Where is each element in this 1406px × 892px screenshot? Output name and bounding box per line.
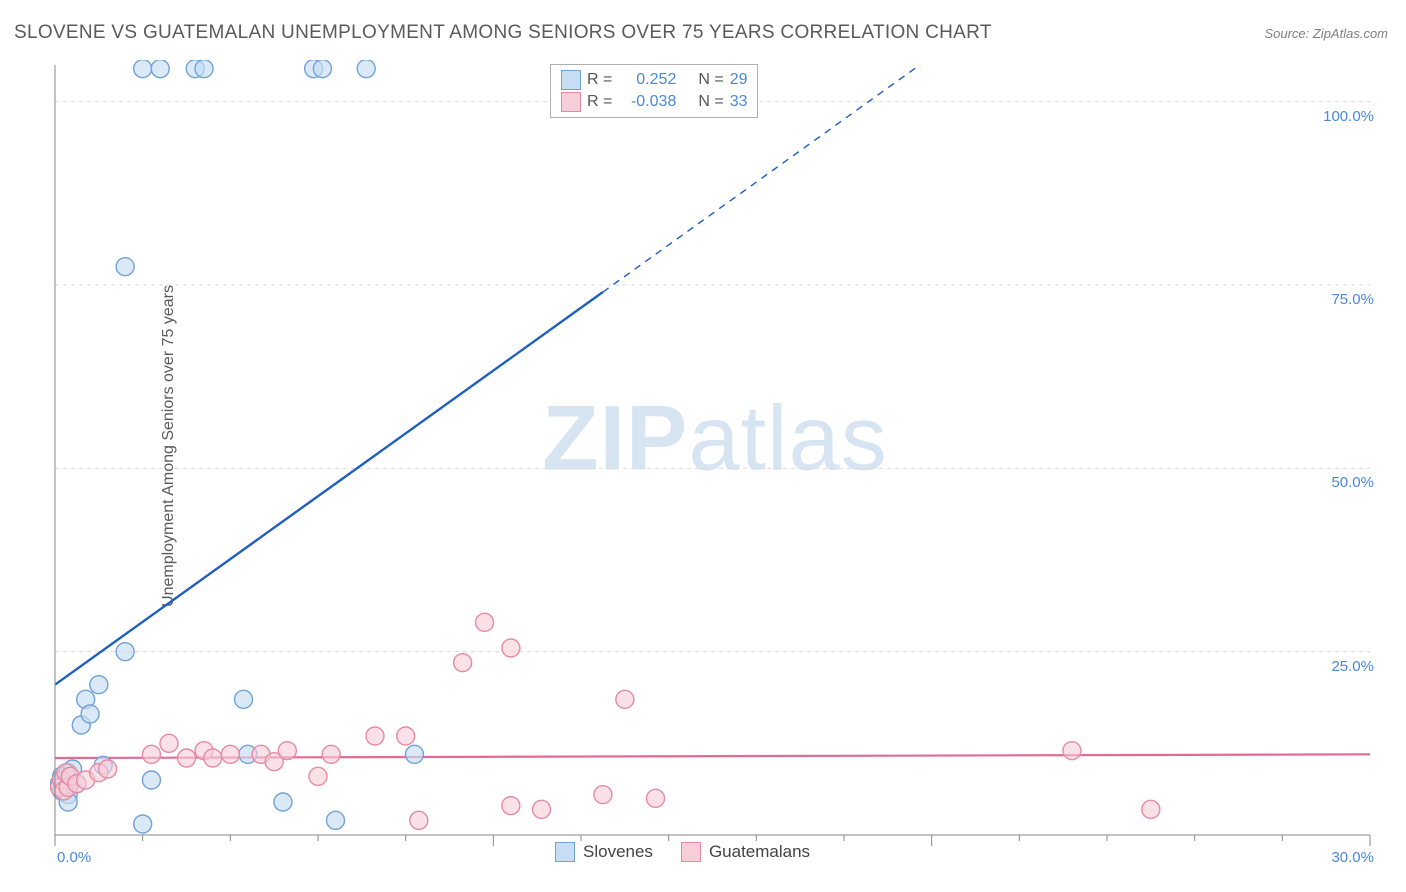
- legend-swatch: [561, 92, 581, 112]
- series-legend: Slovenes Guatemalans: [555, 842, 810, 862]
- r-label: R =: [587, 91, 612, 113]
- n-label: N =: [698, 69, 723, 91]
- scatter-chart-svg: [50, 60, 1380, 850]
- y-tick-label: 25.0%: [1331, 658, 1374, 675]
- legend-label: Slovenes: [583, 842, 653, 862]
- legend-swatch: [555, 842, 575, 862]
- source-attribution: Source: ZipAtlas.com: [1264, 26, 1388, 41]
- n-value: 33: [730, 91, 748, 113]
- r-label: R =: [587, 69, 612, 91]
- legend-swatch: [681, 842, 701, 862]
- r-value: -0.038: [618, 91, 676, 113]
- correlation-legend: R = 0.252 N = 29 R = -0.038 N = 33: [550, 64, 758, 118]
- plot-area: ZIPatlas R =0.252N =29R =-0.038N =33 Slo…: [50, 60, 1380, 850]
- legend-row: R = -0.038 N = 33: [561, 91, 747, 113]
- n-value: 29: [730, 69, 748, 91]
- legend-label: Guatemalans: [709, 842, 810, 862]
- legend-item: Slovenes: [555, 842, 653, 862]
- y-tick-label: 75.0%: [1331, 291, 1374, 308]
- x-tick-label: 0.0%: [57, 849, 91, 866]
- chart-title: SLOVENE VS GUATEMALAN UNEMPLOYMENT AMONG…: [14, 22, 992, 44]
- n-label: N =: [698, 91, 723, 113]
- r-value: 0.252: [618, 69, 676, 91]
- y-tick-label: 100.0%: [1323, 108, 1374, 125]
- legend-item: Guatemalans: [681, 842, 810, 862]
- x-tick-label: 30.0%: [1331, 849, 1374, 866]
- legend-row: R = 0.252 N = 29: [561, 69, 747, 91]
- legend-swatch: [561, 70, 581, 90]
- y-tick-label: 50.0%: [1331, 474, 1374, 491]
